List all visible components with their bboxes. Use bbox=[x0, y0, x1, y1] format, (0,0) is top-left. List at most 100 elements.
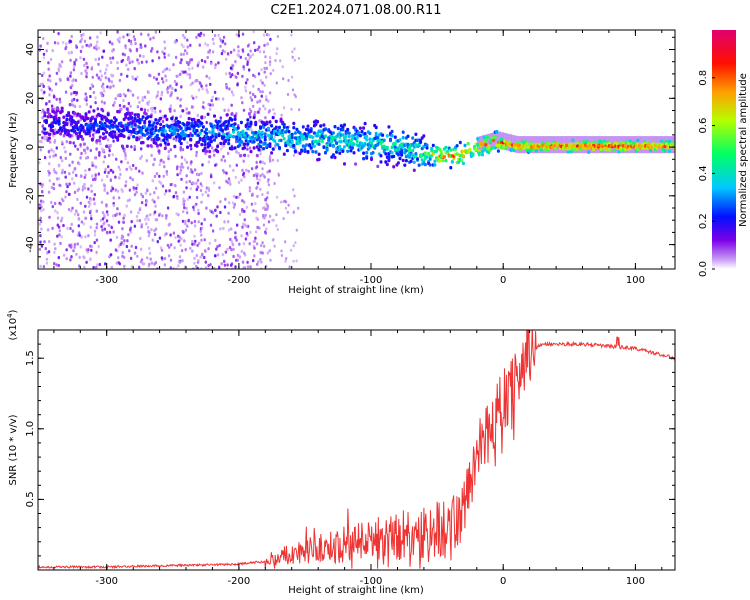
heatmap-cell bbox=[157, 196, 160, 200]
heatmap-cell bbox=[244, 57, 247, 61]
heatmap-cell bbox=[219, 141, 223, 146]
heatmap-cell bbox=[116, 138, 120, 142]
heatmap-cell bbox=[226, 151, 230, 155]
heatmap-cell bbox=[264, 198, 267, 202]
heatmap-cell bbox=[118, 103, 122, 108]
heatmap-cell bbox=[230, 146, 234, 150]
heatmap-cell bbox=[254, 202, 257, 206]
heatmap-cell bbox=[196, 266, 199, 269]
heatmap-cell bbox=[147, 217, 150, 222]
heatmap-cell bbox=[241, 74, 244, 78]
heatmap-cell bbox=[195, 35, 198, 39]
heatmap-cell bbox=[148, 246, 151, 251]
heatmap-cell bbox=[47, 250, 51, 254]
heatmap-cell bbox=[124, 154, 127, 158]
heatmap-cell bbox=[128, 58, 131, 62]
heatmap-cell bbox=[109, 168, 112, 172]
heatmap-cell bbox=[112, 203, 116, 207]
heatmap-cell bbox=[157, 137, 161, 141]
heatmap-cell bbox=[206, 43, 209, 47]
heatmap-cell bbox=[247, 169, 250, 173]
heatmap-cell bbox=[98, 262, 101, 267]
heatmap-cell bbox=[254, 230, 258, 234]
heatmap-cell bbox=[93, 193, 96, 197]
heatmap-cell bbox=[186, 45, 189, 49]
heatmap-cell bbox=[287, 203, 290, 207]
heatmap-cell bbox=[155, 172, 159, 176]
heatmap-cell bbox=[152, 36, 155, 40]
heatmap-cell bbox=[211, 37, 215, 41]
heatmap-cell bbox=[180, 52, 183, 56]
heatmap-cell bbox=[81, 115, 85, 120]
heatmap-cell bbox=[176, 165, 179, 169]
heatmap-cell bbox=[166, 87, 169, 91]
heatmap-cell bbox=[232, 254, 235, 259]
heatmap-cell bbox=[217, 33, 220, 37]
heatmap-cell bbox=[99, 69, 102, 73]
heatmap-cell bbox=[116, 132, 119, 136]
heatmap-cell bbox=[237, 45, 240, 49]
heatmap-cell bbox=[266, 207, 269, 211]
heatmap-cell bbox=[208, 107, 212, 111]
heatmap-cell bbox=[145, 200, 148, 204]
heatmap-cell bbox=[225, 113, 229, 117]
heatmap-cell bbox=[293, 194, 296, 198]
heatmap-cell bbox=[147, 230, 150, 234]
heatmap-cell bbox=[44, 119, 48, 123]
heatmap-cell bbox=[252, 146, 256, 150]
heatmap-cell bbox=[458, 140, 462, 145]
heatmap-cell bbox=[354, 162, 358, 166]
heatmap-cell bbox=[137, 211, 140, 215]
heatmap-cell bbox=[615, 141, 619, 146]
heatmap-cell bbox=[186, 145, 189, 149]
heatmap-cell bbox=[57, 225, 61, 229]
heatmap-cell bbox=[106, 213, 109, 217]
heatmap-cell bbox=[193, 234, 196, 238]
heatmap-cell bbox=[159, 116, 163, 121]
heatmap-cell bbox=[103, 188, 106, 193]
heatmap-cell bbox=[160, 139, 163, 143]
heatmap-cell bbox=[139, 43, 142, 47]
heatmap-cell bbox=[527, 145, 530, 149]
heatmap-cell bbox=[238, 192, 242, 196]
heatmap-cell bbox=[260, 68, 263, 72]
heatmap-cell bbox=[167, 150, 170, 154]
heatmap-cell bbox=[208, 143, 212, 147]
heatmap-cell bbox=[271, 218, 274, 222]
heatmap-cell bbox=[209, 263, 212, 267]
heatmap-cell bbox=[189, 43, 192, 47]
heatmap-cell bbox=[140, 32, 143, 36]
heatmap-cell bbox=[111, 187, 115, 191]
heatmap-cell bbox=[339, 140, 343, 144]
heatmap-cell bbox=[146, 256, 149, 260]
heatmap-cell bbox=[255, 153, 259, 158]
heatmap-cell bbox=[146, 102, 150, 106]
colorbar-tick-label: 0.2 bbox=[698, 213, 709, 229]
heatmap-cell bbox=[157, 81, 160, 85]
heatmap-cell bbox=[223, 263, 227, 267]
heatmap-cell bbox=[227, 141, 231, 146]
heatmap-cell bbox=[259, 125, 262, 129]
heatmap-cell bbox=[221, 49, 225, 53]
heatmap-cell bbox=[257, 130, 261, 134]
heatmap-cell bbox=[387, 125, 391, 129]
heatmap-cell bbox=[256, 100, 259, 104]
heatmap-cell bbox=[168, 135, 172, 139]
heatmap-cell bbox=[252, 73, 255, 77]
heatmap-cell bbox=[149, 257, 152, 261]
heatmap-cell bbox=[303, 148, 307, 152]
heatmap-cell bbox=[161, 114, 165, 119]
heatmap-cell bbox=[276, 35, 279, 38]
heatmap-cell bbox=[48, 162, 51, 166]
heatmap-cell bbox=[54, 128, 57, 132]
heatmap-cell bbox=[94, 96, 97, 100]
heatmap-cell bbox=[331, 153, 335, 157]
heatmap-cell bbox=[201, 105, 205, 109]
heatmap-cell bbox=[362, 126, 366, 130]
heatmap-cell bbox=[439, 150, 443, 154]
heatmap-cell bbox=[449, 148, 453, 152]
heatmap-cell bbox=[152, 121, 156, 125]
heatmap-cell bbox=[135, 138, 139, 142]
heatmap-cell bbox=[143, 121, 147, 125]
